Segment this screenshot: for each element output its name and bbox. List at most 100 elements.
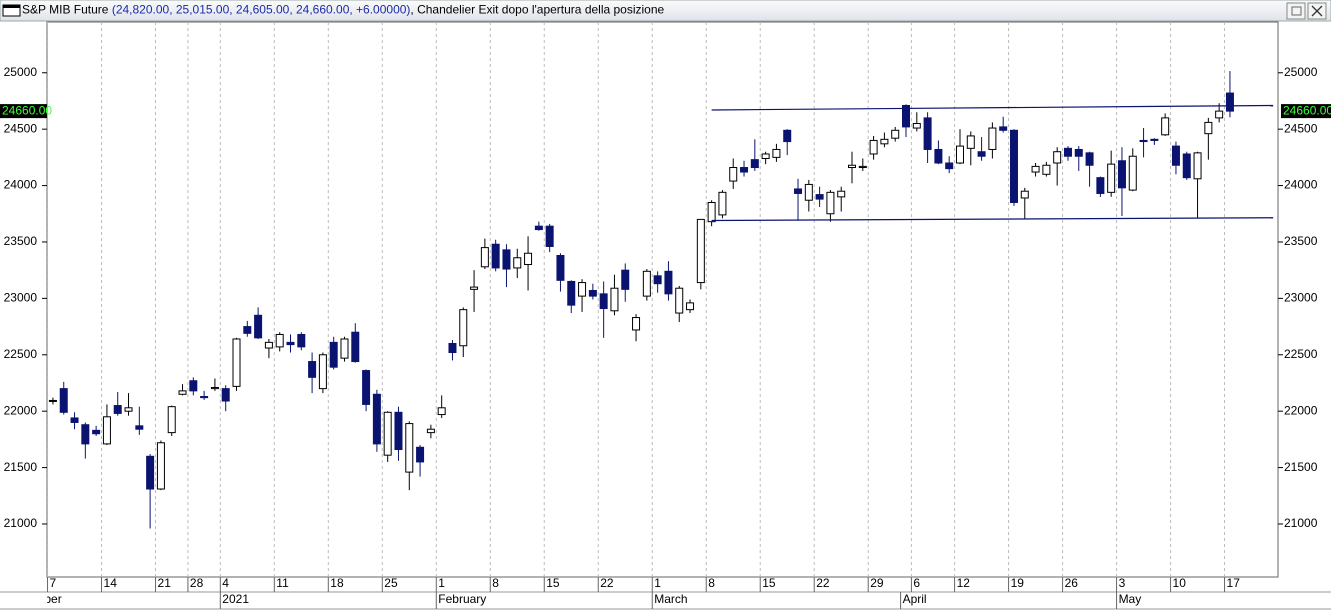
x-tick-label: 10 <box>1173 576 1187 590</box>
y-tick-label-right: 23500 <box>1284 234 1318 248</box>
y-tick-label-left: 21500 <box>4 460 38 474</box>
candle-body <box>1107 163 1116 193</box>
x-tick-label: 19 <box>1011 576 1025 590</box>
candle-body <box>977 151 986 157</box>
candle-body <box>113 405 122 414</box>
candle-body <box>1182 153 1191 179</box>
candle-body <box>945 162 954 170</box>
candle-body <box>783 129 792 143</box>
x-tick-label: 15 <box>762 576 776 590</box>
x-tick-label: 29 <box>870 576 884 590</box>
candle-body <box>437 407 446 416</box>
candle-body <box>707 201 716 223</box>
candle-body <box>632 317 641 331</box>
candle-body <box>470 286 479 290</box>
x-tick-label: 1 <box>654 576 661 590</box>
candle-body <box>210 386 219 390</box>
candle-body <box>243 326 252 334</box>
last-price-label-left: 24660.00 <box>2 103 52 117</box>
y-tick-label-left: 25000 <box>4 65 38 79</box>
candle-body <box>491 243 500 269</box>
candle-body <box>837 190 846 198</box>
candle-body <box>1042 164 1051 175</box>
candle-body <box>912 123 921 129</box>
close-icon <box>1311 5 1323 17</box>
candle-body <box>70 417 79 423</box>
candle-body <box>1161 117 1170 136</box>
candle-body <box>740 167 749 173</box>
candle-body <box>955 145 964 164</box>
candle-body <box>826 191 835 215</box>
candle-body <box>1063 147 1072 157</box>
y-tick-label-right: 21500 <box>1284 460 1318 474</box>
chandelier-line <box>711 104 1274 111</box>
candle-body <box>599 293 608 310</box>
y-tick-label-right: 22500 <box>1284 347 1318 361</box>
candle-body <box>502 249 511 270</box>
date-axis: 7 14 21 28 4 11 18 25 1 8 15 22 1 8 15 22 29 6 12 19 26 3 10 17… <box>47 576 1240 609</box>
candle-body <box>1225 92 1234 112</box>
x-tick-label: 1 <box>438 576 445 590</box>
candle-body <box>1171 145 1180 166</box>
candle-body <box>1204 121 1213 135</box>
candle-body <box>524 252 533 266</box>
candle-body <box>156 442 165 490</box>
candle-body <box>578 282 587 297</box>
last-price-label-right: 24660.00 <box>1283 103 1331 117</box>
candle-body <box>545 225 554 247</box>
candle-body <box>340 338 349 359</box>
candle-body <box>1150 138 1159 141</box>
y-tick-label-right: 24500 <box>1284 121 1318 135</box>
candle-body <box>200 396 209 399</box>
x-tick-label: 15 <box>546 576 560 590</box>
x-tick-label: 28 <box>190 576 204 590</box>
window-title: S&P MIB Future (24,820.00, 25,015.00, 24… <box>22 3 665 17</box>
x-tick-label: 4 <box>222 576 229 590</box>
y-tick-label-right: 23000 <box>1284 291 1318 305</box>
candle-body <box>167 406 176 434</box>
month-label: 2021 <box>222 592 249 606</box>
last-price-box-left <box>0 104 47 119</box>
month-label: May <box>1119 592 1142 606</box>
candle-body <box>848 164 857 169</box>
plot-layer <box>47 22 1274 577</box>
month-label: April <box>903 592 927 606</box>
candle-body <box>934 148 943 164</box>
x-tick-label: 6 <box>913 576 920 590</box>
candle-body <box>772 148 781 158</box>
candle-body <box>610 287 619 312</box>
plot-area <box>46 21 1279 578</box>
candle-body <box>750 159 759 169</box>
y-tick-label-left: 22000 <box>4 403 38 417</box>
y-tick-label-left: 23000 <box>4 291 38 305</box>
candle-body <box>794 188 803 194</box>
candle-body <box>405 423 414 473</box>
y-tick-label-right: 21000 <box>1284 516 1318 530</box>
y-tick-label-right: 24000 <box>1284 178 1318 192</box>
month-label: February <box>438 592 486 606</box>
x-tick-label: 21 <box>158 576 172 590</box>
x-tick-label: 22 <box>816 576 830 590</box>
y-tick-label-left: 22500 <box>4 347 38 361</box>
candle-body <box>92 429 101 435</box>
candle-body <box>621 269 630 290</box>
x-tick-label: 14 <box>104 576 118 590</box>
x-tick-label: 26 <box>1065 576 1079 590</box>
y-tick-label-left: 24000 <box>4 178 38 192</box>
candle-body <box>534 225 543 231</box>
quote: (24,820.00, 25,015.00, 24,605.00, 24,660… <box>112 3 411 17</box>
x-tick-label: 22 <box>600 576 614 590</box>
candle-body <box>254 314 263 339</box>
candle-body <box>675 287 684 314</box>
candle-body <box>1117 160 1126 189</box>
candle-body <box>308 361 317 378</box>
candle-body <box>81 424 90 445</box>
candle-body <box>297 333 306 348</box>
candle-body <box>729 167 738 182</box>
candle-body <box>1031 165 1040 173</box>
candle-body <box>59 388 68 413</box>
candle-body <box>804 183 813 201</box>
maximize-button[interactable] <box>1286 2 1306 20</box>
